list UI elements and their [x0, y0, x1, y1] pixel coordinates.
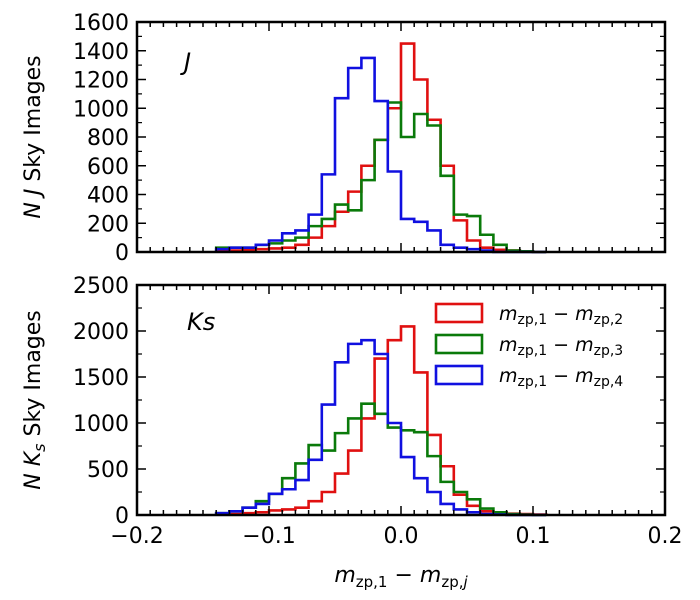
top-y-tick-label: 800	[87, 126, 129, 151]
legend-label-3: mzp,1 − mzp,4	[499, 365, 623, 390]
top-band-label: J	[180, 48, 191, 76]
bottom-y-tick-label: 0	[115, 504, 129, 529]
top-series-group	[214, 42, 547, 254]
bottom-y-axis-label: N Ks Sky Images	[21, 310, 49, 490]
bottom-y-tick-label: 2000	[73, 320, 129, 345]
bottom-x-tick-label: 0.0	[384, 524, 419, 549]
bottom-y-tick-label: 1500	[73, 366, 129, 391]
bottom-band-label: Ks	[187, 308, 215, 336]
top-y-tick-label: 200	[87, 212, 129, 237]
bottom-series-group	[214, 325, 548, 517]
bottom-series-2-step-line	[214, 402, 547, 517]
top-y-tick-label: 1600	[73, 11, 129, 36]
x-axis-label: mzp,1 − mzp,j	[334, 563, 468, 591]
bottom-y-tick-label: 2500	[73, 274, 129, 299]
top-plot-frame	[135, 20, 667, 254]
legend-label-2: mzp,1 − mzp,3	[499, 334, 623, 359]
bottom-x-tick-label: 0.1	[516, 524, 551, 549]
legend-swatch-1	[434, 302, 484, 324]
legend-swatch-3	[434, 364, 484, 386]
panel-ks-band: −0.2 −0.1 0.0 0.1 0.2 0 500 1000 1500 2000 2500 Ks…	[21, 274, 683, 591]
bottom-x-tick-label: 0.2	[648, 524, 683, 549]
legend-label-1: mzp,1 − mzp,2	[499, 303, 623, 328]
top-series-2-step-line	[214, 101, 547, 254]
bottom-x-tick-label: −0.2	[110, 524, 163, 549]
bottom-y-tick-label: 1000	[73, 412, 129, 437]
bottom-series-3-step-line	[214, 338, 547, 517]
top-y-tick-label: 600	[87, 155, 129, 180]
top-y-tick-label: 1400	[73, 40, 129, 65]
panel-j-band: 0 200 400 600 800 1000 1200 1400 1600 J N J Sky …	[21, 11, 667, 266]
bottom-plot-frame	[135, 283, 667, 517]
top-series-3-step-line	[214, 56, 547, 254]
top-ticks-group: 0 200 400 600 800 1000 1200 1400 1600	[73, 11, 666, 266]
bottom-y-tick-label: 500	[87, 458, 129, 483]
top-y-axis-label: N J Sky Images	[21, 55, 46, 218]
top-series-1-step-line	[214, 42, 547, 254]
legend: mzp,1 − mzp,2 mzp,1 − mzp,3 mzp,1 − mzp,4	[434, 302, 623, 390]
bottom-ticks-group: −0.2 −0.1 0.0 0.1 0.2 0 500 1000 1500 2000 2500	[73, 274, 683, 549]
bottom-x-tick-label: −0.1	[242, 524, 295, 549]
top-y-tick-label: 0	[115, 241, 129, 266]
legend-swatch-2	[434, 333, 484, 355]
top-y-tick-label: 1000	[73, 97, 129, 122]
top-y-tick-label: 400	[87, 184, 129, 209]
top-y-tick-label: 1200	[73, 69, 129, 94]
